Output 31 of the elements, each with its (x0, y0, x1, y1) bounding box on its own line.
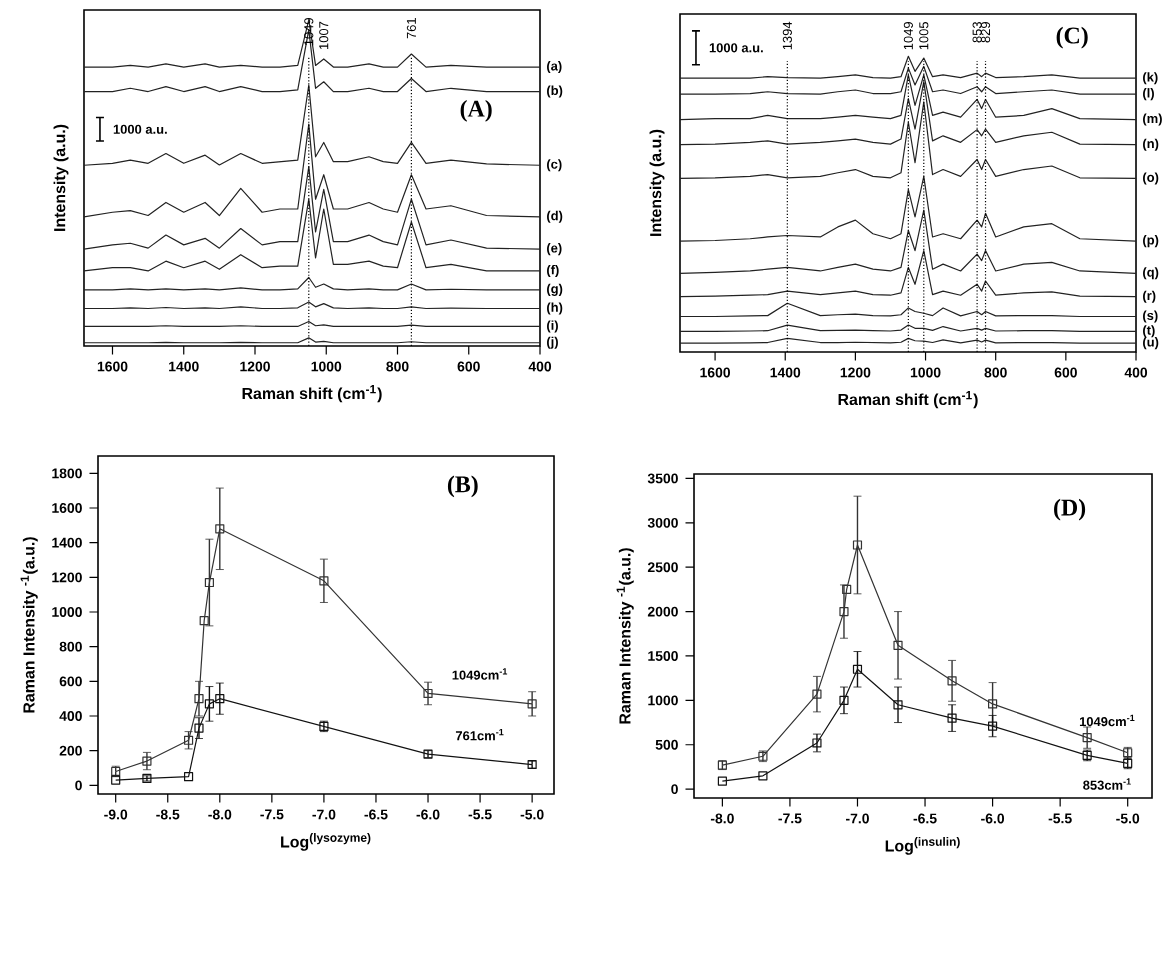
point (199, 616, 209, 626)
text: (C) (1056, 26, 1088, 49)
point (893, 640, 903, 650)
point (947, 676, 957, 686)
point (758, 771, 768, 781)
point (852, 664, 863, 674)
point (947, 713, 957, 723)
point (142, 756, 152, 766)
point (893, 700, 903, 710)
point (215, 524, 225, 534)
point (1082, 733, 1092, 743)
point (527, 699, 537, 709)
point (319, 576, 329, 586)
point (839, 695, 849, 705)
point (839, 607, 849, 617)
point (423, 688, 433, 699)
point (852, 540, 863, 550)
point (183, 772, 194, 782)
point (194, 694, 204, 704)
annotation: (D) (1054, 498, 1086, 521)
point (204, 577, 214, 588)
annotation: (A) (460, 99, 492, 122)
point (812, 738, 822, 748)
point (215, 694, 225, 704)
point (204, 699, 214, 709)
point (194, 723, 204, 733)
annotation: (B) (447, 475, 478, 498)
point (183, 735, 194, 745)
point (812, 689, 822, 699)
point (988, 699, 998, 709)
point (717, 776, 727, 786)
